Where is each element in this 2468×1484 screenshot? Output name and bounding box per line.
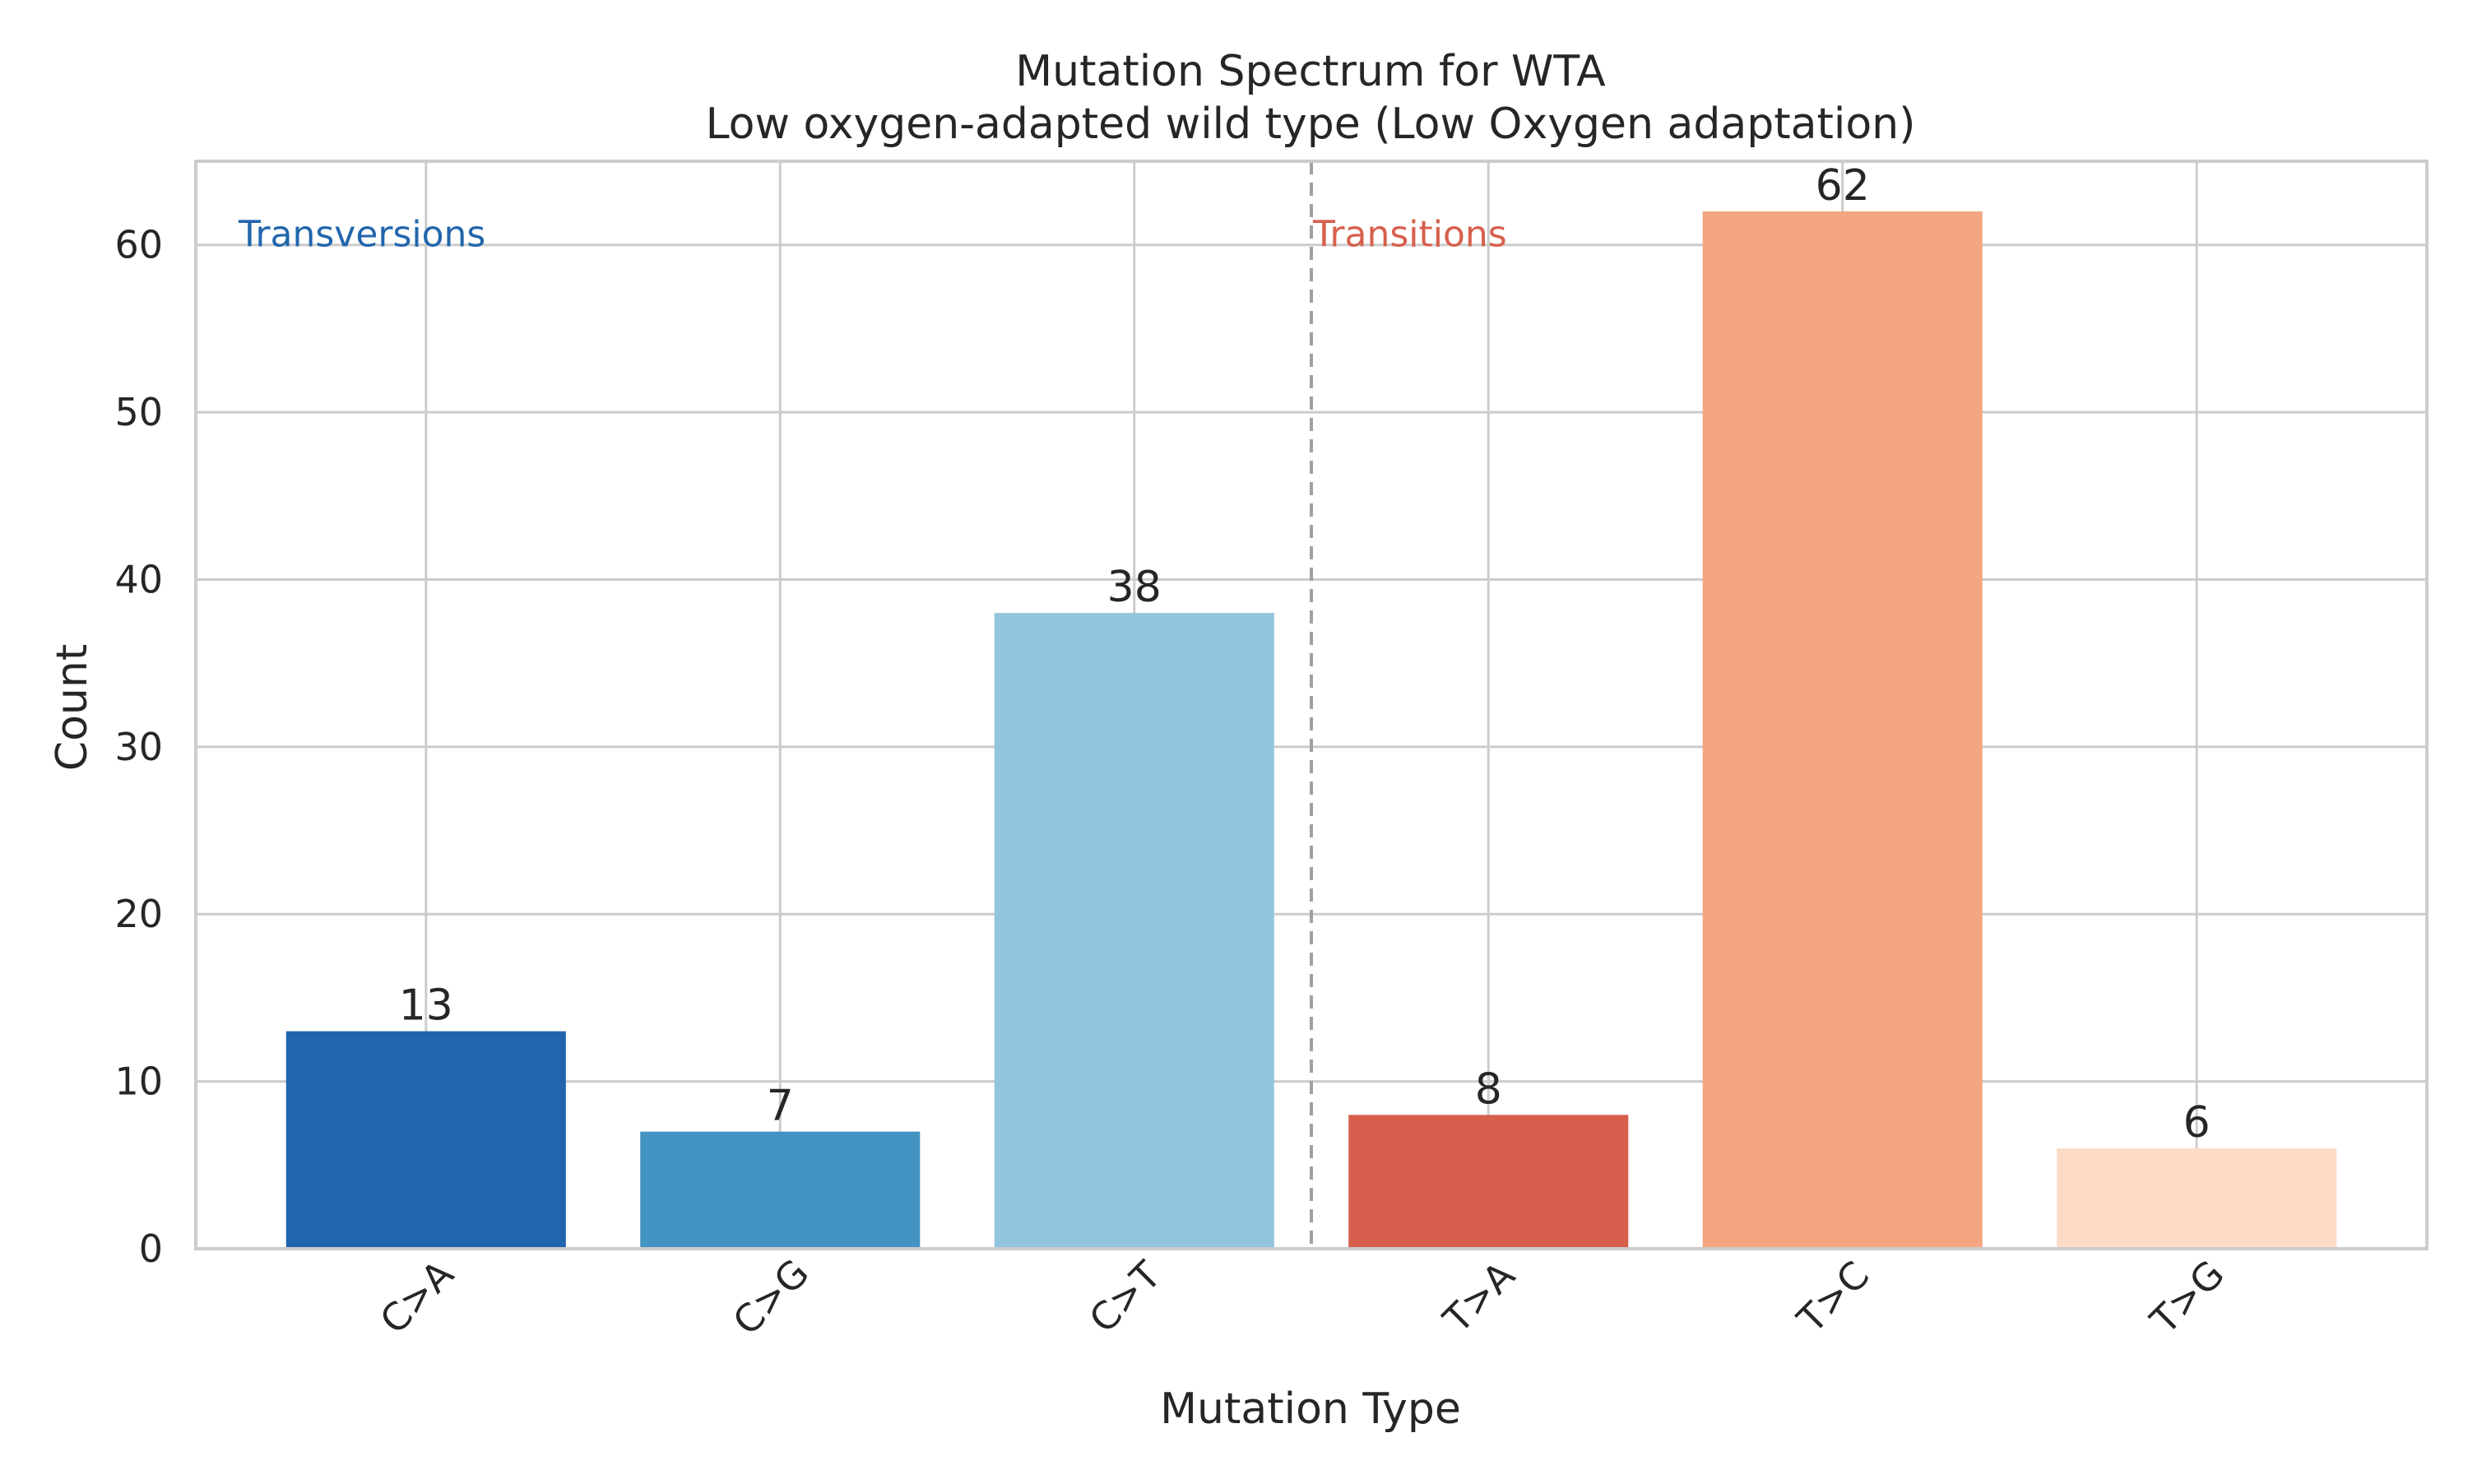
data-label: 62 [1816,161,1870,211]
data-labels: 13 7 38 8 62 6 [399,161,2211,1148]
bar-C-to-G [640,1131,921,1249]
data-label: 38 [1107,563,1162,612]
bar-T-to-G [2057,1148,2337,1249]
plot-frame [194,160,2429,1250]
transitions-annotation: Transitions [1312,214,1507,256]
y-tick-label: 50 [114,390,163,434]
bar-T-to-C [1702,211,1983,1249]
chart-title: Mutation Spectrum for WTA [1015,47,1606,96]
data-label: 13 [399,981,453,1031]
y-tick-label: 60 [114,223,163,267]
y-tick-labels: 0 10 20 30 40 50 60 [114,223,163,1271]
bars [285,211,2337,1249]
bar-C-to-T [994,613,1274,1249]
data-label: 7 [767,1082,794,1131]
chart-subtitle: Low oxygen-adapted wild type (Low Oxygen… [706,100,1916,149]
y-tick-label: 30 [114,725,163,769]
bar-T-to-A [1348,1115,1629,1249]
y-tick-label: 20 [114,892,163,936]
y-tick-label: 0 [139,1227,163,1271]
y-tick-label: 10 [114,1060,163,1104]
data-label: 6 [2183,1098,2211,1148]
x-axis-label: Mutation Type [1160,1384,1461,1434]
y-tick-label: 40 [114,557,163,601]
bar-C-to-A [285,1031,566,1249]
transversions-annotation: Transversions [238,214,485,256]
y-axis-label: Count [48,644,97,771]
data-label: 8 [1475,1064,1502,1114]
